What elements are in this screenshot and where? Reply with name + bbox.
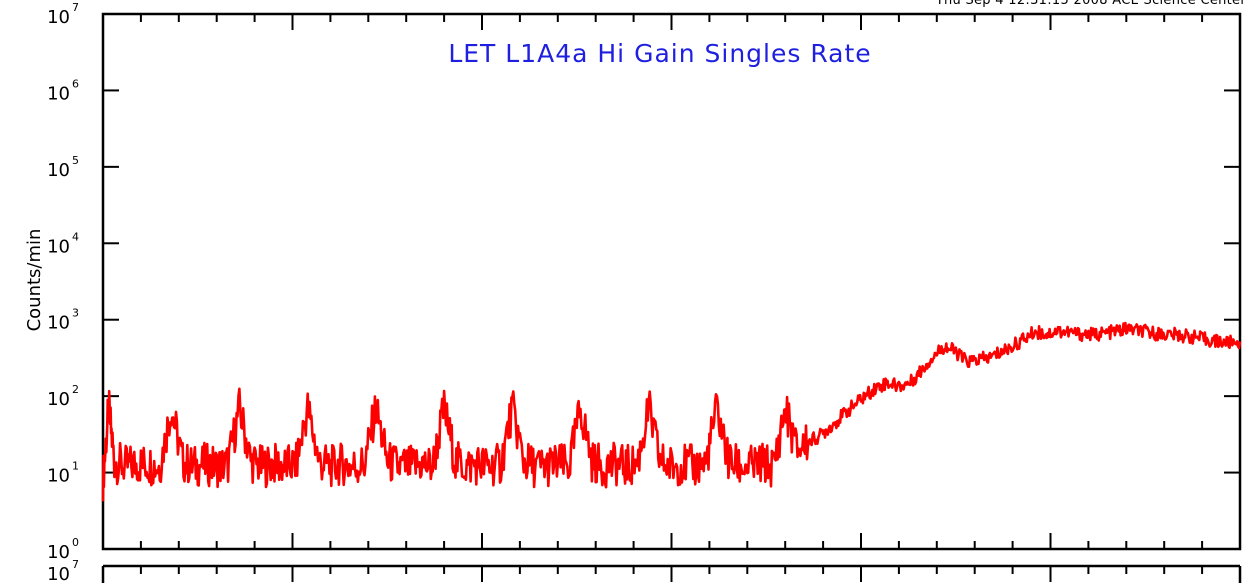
axis-ticks — [102, 13, 1241, 550]
y-tick-exponent: 7 — [72, 1, 79, 14]
series-line — [101, 321, 1242, 502]
y-axis-label: Counts/min — [24, 229, 45, 332]
y-tick-exponent: 3 — [72, 307, 79, 320]
y-tick-label: 10 — [47, 542, 70, 563]
y-tick-exponent: 1 — [72, 460, 79, 473]
lower-panel: 10 7 — [47, 558, 1242, 583]
y-tick-exponent: 0 — [72, 536, 79, 549]
y-tick-label: 10 — [47, 236, 70, 257]
y-tick-label: 10 — [47, 313, 70, 334]
y-tick-label: 10 — [47, 83, 70, 104]
y-tick-exponent: 6 — [72, 77, 79, 90]
lower-panel-tick-label: 10 — [47, 564, 70, 583]
lower-panel-tick-exponent: 7 — [72, 558, 79, 571]
y-tick-exponent: 5 — [72, 154, 79, 167]
generation-timestamp: Thu Sep 4 12:31:15 2008 ACE Science Cent… — [935, 0, 1246, 8]
chart-title: LET L1A4a Hi Gain Singles Rate — [448, 39, 871, 68]
y-tick-label: 10 — [47, 389, 70, 410]
y-tick-label: 10 — [47, 466, 70, 487]
y-tick-exponent: 4 — [72, 230, 79, 243]
y-tick-label: 10 — [47, 160, 70, 181]
y-tick-exponent: 2 — [72, 383, 79, 396]
y-tick-label: 10 — [47, 7, 70, 28]
